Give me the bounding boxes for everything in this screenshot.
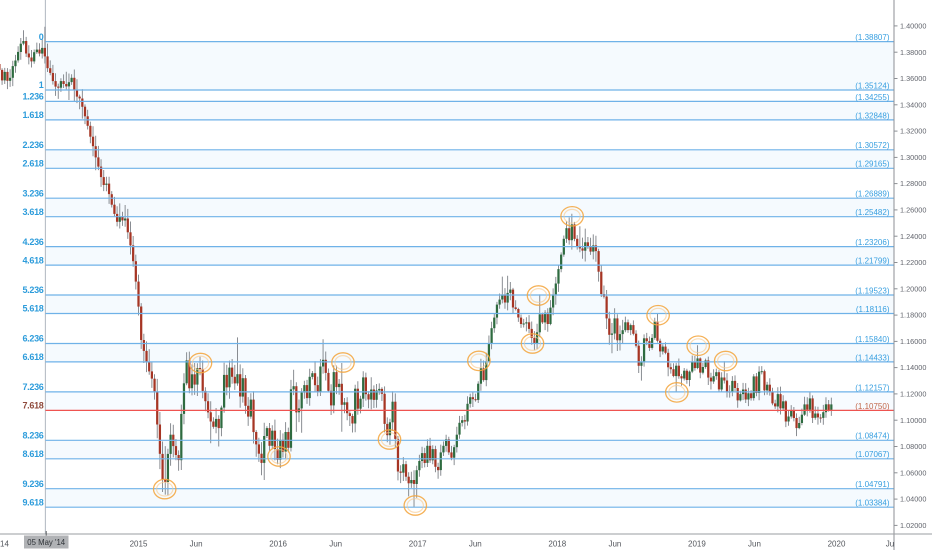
svg-text:(1.21799): (1.21799) [855,257,890,266]
svg-text:1.28000: 1.28000 [900,179,926,188]
svg-text:1.14000: 1.14000 [900,363,926,372]
svg-text:2016: 2016 [269,540,287,549]
svg-text:1.06000: 1.06000 [900,468,926,477]
svg-text:(1.10750): (1.10750) [855,402,890,411]
svg-text:6.618: 6.618 [22,352,43,362]
svg-text:(1.32848): (1.32848) [855,111,890,120]
svg-text:Jun: Jun [190,540,203,549]
svg-text:2019: 2019 [688,540,706,549]
svg-text:(1.25482): (1.25482) [855,208,890,217]
svg-text:(1.03384): (1.03384) [855,499,890,508]
svg-text:1.02000: 1.02000 [900,521,926,530]
svg-text:2017: 2017 [409,540,427,549]
svg-text:2.618: 2.618 [22,159,43,169]
svg-text:6.236: 6.236 [22,334,43,344]
svg-text:Jun: Jun [748,540,761,549]
svg-text:3.236: 3.236 [22,188,43,198]
svg-text:(1.29165): (1.29165) [855,160,890,169]
svg-text:1.38000: 1.38000 [900,48,926,57]
svg-text:2020: 2020 [828,540,846,549]
svg-text:05 May '14: 05 May '14 [27,538,66,547]
svg-text:(1.34255): (1.34255) [855,93,890,102]
svg-text:9.236: 9.236 [22,479,43,489]
svg-text:9.618: 9.618 [22,497,43,507]
svg-text:1.18000: 1.18000 [900,311,926,320]
svg-text:1.34000: 1.34000 [900,100,926,109]
svg-text:3.618: 3.618 [22,207,43,217]
svg-text:4.236: 4.236 [22,237,43,247]
svg-text:1.40000: 1.40000 [900,22,926,31]
svg-text:1.08000: 1.08000 [900,442,926,451]
svg-text:Jun: Jun [329,540,342,549]
svg-text:(1.15840): (1.15840) [855,335,890,344]
svg-text:2015: 2015 [130,540,148,549]
svg-text:(1.26889): (1.26889) [855,190,890,199]
svg-text:(1.12157): (1.12157) [855,383,890,392]
svg-text:5.618: 5.618 [22,304,43,314]
svg-text:1.12000: 1.12000 [900,390,926,399]
svg-text:(1.14433): (1.14433) [855,353,890,362]
svg-text:(1.23206): (1.23206) [855,238,890,247]
svg-text:(1.38807): (1.38807) [855,33,890,42]
svg-text:1.236: 1.236 [22,92,43,102]
svg-text:(1.35124): (1.35124) [855,81,890,90]
svg-text:1.16000: 1.16000 [900,337,926,346]
svg-text:1: 1 [39,80,44,90]
svg-text:(1.04791): (1.04791) [855,480,890,489]
svg-text:(1.30572): (1.30572) [855,141,890,150]
svg-text:1.618: 1.618 [22,110,43,120]
svg-text:1.22000: 1.22000 [900,258,926,267]
svg-text:1.20000: 1.20000 [900,284,926,293]
svg-text:14: 14 [0,540,9,549]
svg-text:1.30000: 1.30000 [900,153,926,162]
svg-text:0: 0 [39,32,44,42]
svg-text:Jun: Jun [469,540,482,549]
svg-text:1.04000: 1.04000 [900,495,926,504]
svg-text:8.236: 8.236 [22,431,43,441]
svg-text:1.26000: 1.26000 [900,206,926,215]
svg-text:7.618: 7.618 [22,401,43,411]
svg-text:(1.19523): (1.19523) [855,286,890,295]
svg-text:1.32000: 1.32000 [900,127,926,136]
svg-text:2018: 2018 [548,540,566,549]
svg-text:1.24000: 1.24000 [900,232,926,241]
svg-text:1.36000: 1.36000 [900,74,926,83]
svg-text:7.236: 7.236 [22,382,43,392]
svg-text:8.618: 8.618 [22,449,43,459]
svg-text:4.618: 4.618 [22,255,43,265]
svg-text:Jun: Jun [608,540,621,549]
svg-text:(1.08474): (1.08474) [855,432,890,441]
svg-text:2.236: 2.236 [22,140,43,150]
svg-text:1.10000: 1.10000 [900,416,926,425]
svg-text:5.236: 5.236 [22,285,43,295]
svg-text:(1.07067): (1.07067) [855,450,890,459]
svg-text:Ju: Ju [886,540,894,549]
svg-text:(1.18116): (1.18116) [856,305,890,314]
